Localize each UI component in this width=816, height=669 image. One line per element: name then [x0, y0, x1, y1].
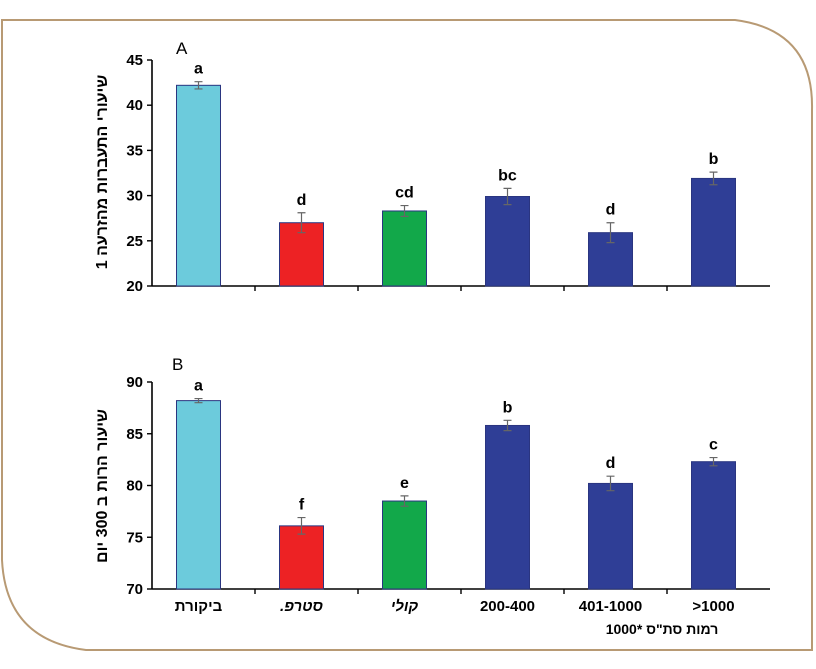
panel-b-significance-label-2: f — [299, 497, 305, 514]
panel-a-label: A — [176, 39, 188, 58]
panel-b-category-label-4: 200-400 — [480, 598, 535, 615]
panel-a-y-axis-label: שיעורי התעברות מהזרעה 1 — [94, 75, 111, 270]
panel-a-bar-4 — [485, 196, 530, 287]
panel-a-y-tick-label: 20 — [126, 278, 143, 295]
panel-a-error-bar-5 — [606, 222, 615, 244]
panel-a-significance-label-5: d — [606, 202, 616, 219]
panel-a-error-bar-6 — [709, 171, 718, 186]
panel-b-category-label-5: 401-1000 — [579, 598, 642, 615]
panel-b-y-tick-label: 75 — [126, 529, 143, 546]
panel-a-y-tick-label: 35 — [126, 142, 143, 159]
panel-a-bar-3 — [382, 210, 427, 287]
panel-b-bars: a f e b d c — [176, 378, 736, 590]
panel-a-significance-label-4: bc — [498, 167, 517, 184]
panel-b-error-bar-3 — [400, 495, 409, 507]
panel-b-significance-label-3: e — [400, 475, 409, 492]
panel-a-error-bar-3 — [400, 204, 409, 217]
panel-b-significance-label-1: a — [194, 378, 203, 395]
decorative-frame — [1, 19, 814, 651]
panel-b-bar-3 — [382, 500, 427, 590]
panel-b-y-axis-label: שיעור הרות ב 300 יום — [94, 409, 111, 563]
panel-a-y-ticks: 20 25 30 35 40 45 — [126, 52, 152, 295]
panel-b-error-bar-1 — [194, 397, 203, 404]
panel-a-y-tick-label: 25 — [126, 233, 143, 250]
panel-b-bar-4 — [485, 424, 530, 590]
panel-b-error-bar-6 — [709, 456, 718, 467]
panel-a-bars: a d cd bc d b — [176, 61, 736, 287]
panel-b-error-bar-4 — [503, 419, 512, 432]
panel-a-y-tick-label: 45 — [126, 52, 143, 69]
panel-a-significance-label-6: b — [709, 151, 719, 168]
panel-a-bar-2 — [279, 222, 324, 287]
panel-b-y-tick-label: 70 — [126, 581, 143, 598]
panel-a-significance-label-2: d — [297, 192, 307, 209]
panel-b-bar-5 — [588, 482, 633, 590]
panel-a-bar-6 — [691, 177, 736, 287]
panel-b: B שיעור הרות ב 300 יום 70 75 80 85 90 ביקורת… — [94, 355, 770, 637]
panel-b-y-ticks: 70 75 80 85 90 — [126, 374, 152, 598]
panel-b-category-label-3: קולי — [391, 598, 419, 615]
panel-b-y-tick-label: 85 — [126, 426, 143, 443]
panel-a-x-ticks — [254, 286, 668, 291]
panel-b-category-label-6: >1000 — [692, 598, 734, 615]
panel-b-bar-2 — [279, 525, 324, 590]
panel-a-bar-1 — [176, 84, 221, 287]
panel-b-x-axis-label: רמות סת"ס *1000 — [606, 621, 719, 637]
panel-b-bar-1 — [176, 400, 221, 590]
panel-b-category-label-1: ביקורת — [175, 598, 223, 615]
panel-b-error-bar-5 — [606, 475, 615, 492]
panel-a-y-tick-label: 40 — [126, 97, 143, 114]
panel-a-significance-label-1: a — [194, 61, 203, 78]
panel-b-significance-label-5: d — [606, 455, 616, 472]
panel-a-significance-label-3: cd — [395, 185, 414, 202]
panel-b-bar-6 — [691, 461, 736, 590]
panel-b-label: B — [172, 355, 183, 374]
panel-b-error-bar-2 — [297, 516, 306, 535]
panel-b-y-tick-label: 90 — [126, 374, 143, 391]
panel-a-error-bar-2 — [297, 212, 306, 234]
panel-a-error-bar-4 — [503, 187, 512, 206]
panel-b-significance-label-6: c — [709, 437, 718, 454]
panel-b-x-ticks: ביקורת סטרפ. קולי 200-400 401-1000 >1000 — [175, 589, 735, 615]
panel-b-y-tick-label: 80 — [126, 478, 143, 495]
panel-a: A שיעורי התעברות מהזרעה 1 20 25 30 35 40 45 a… — [94, 39, 770, 295]
panel-a-error-bar-1 — [194, 81, 203, 90]
panel-a-y-tick-label: 30 — [126, 188, 143, 205]
panel-b-category-label-2: סטרפ. — [280, 598, 323, 615]
panel-b-significance-label-4: b — [503, 399, 513, 416]
